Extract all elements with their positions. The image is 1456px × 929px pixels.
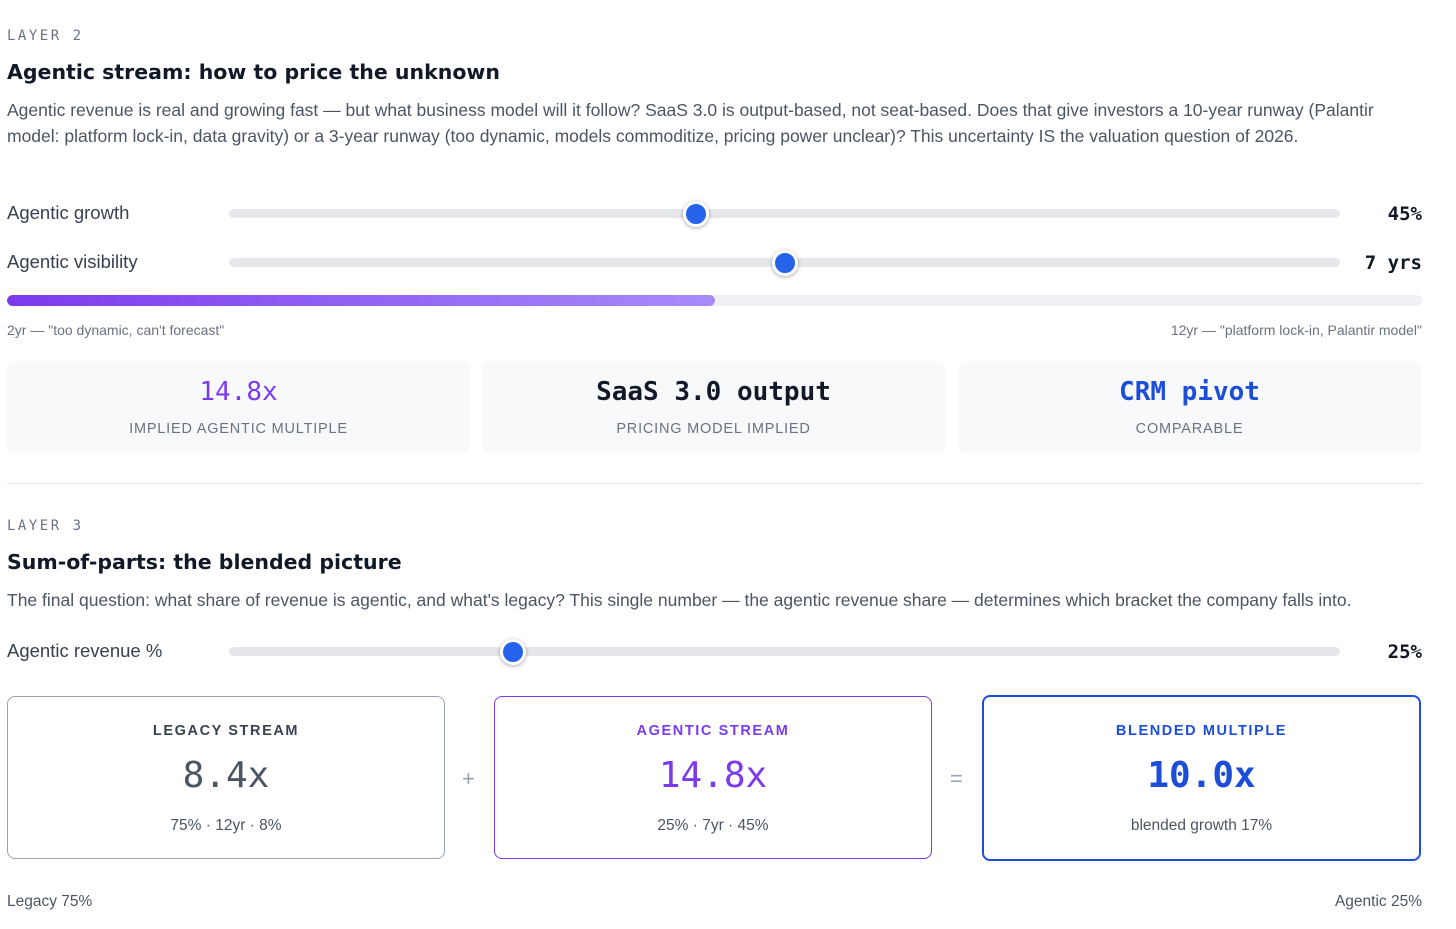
layer3-title: Sum-of-parts: the blended picture xyxy=(7,550,402,574)
legacy-share-note: Legacy 75% xyxy=(7,893,93,910)
layer3-eyebrow: LAYER 3 xyxy=(7,518,84,534)
section-divider xyxy=(7,483,1422,484)
implied-multiple-card: 14.8x IMPLIED AGENTIC MULTIPLE xyxy=(7,361,470,453)
agentic-revenue-slider-thumb[interactable] xyxy=(500,638,527,665)
agentic-visibility-slider-thumb[interactable] xyxy=(771,249,798,276)
blended-multiple-value: 10.0x xyxy=(1147,755,1256,796)
agentic-revenue-value: 25% xyxy=(1387,641,1422,663)
legacy-stream-title: LEGACY STREAM xyxy=(152,723,300,739)
visibility-range-bar xyxy=(7,295,1422,306)
layer2-description: Agentic revenue is real and growing fast… xyxy=(7,100,1374,146)
layer3-description: The final question: what share of revenu… xyxy=(7,590,1352,610)
agentic-revenue-slider[interactable] xyxy=(229,638,1340,665)
blended-multiple-card: BLENDED MULTIPLE 10.0x blended growth 17… xyxy=(982,695,1421,861)
agentic-stream-card: AGENTIC STREAM 14.8x 25% · 7yr · 45% xyxy=(494,696,932,859)
legacy-stream-card: LEGACY STREAM 8.4x 75% · 12yr · 8% xyxy=(7,696,445,859)
comparable-card: CRM pivot COMPARABLE xyxy=(958,361,1421,453)
agentic-visibility-value: 7 yrs xyxy=(1364,252,1422,274)
agentic-growth-label: Agentic growth xyxy=(7,202,130,223)
agentic-visibility-label: Agentic visibility xyxy=(7,251,138,272)
pricing-model-card: SaaS 3.0 output PRICING MODEL IMPLIED xyxy=(482,361,945,453)
pricing-model-label: PRICING MODEL IMPLIED xyxy=(616,421,811,437)
layer2-eyebrow: LAYER 2 xyxy=(7,28,84,44)
comparable-label: COMPARABLE xyxy=(1135,421,1244,437)
agentic-growth-slider[interactable] xyxy=(229,200,1340,227)
agentic-stream-details: 25% · 7yr · 45% xyxy=(657,817,769,834)
implied-multiple-value: 14.8x xyxy=(199,377,278,407)
blended-multiple-title: BLENDED MULTIPLE xyxy=(1115,723,1288,739)
agentic-visibility-slider[interactable] xyxy=(229,249,1340,276)
agentic-stream-title: AGENTIC STREAM xyxy=(636,723,790,739)
plus-operator: + xyxy=(462,766,475,791)
visibility-range-fill xyxy=(7,295,715,306)
legacy-stream-details: 75% · 12yr · 8% xyxy=(170,817,282,834)
comparable-value: CRM pivot xyxy=(1119,377,1260,407)
agentic-revenue-label: Agentic revenue % xyxy=(7,640,163,661)
legacy-stream-value: 8.4x xyxy=(182,755,270,796)
agentic-growth-slider-thumb[interactable] xyxy=(682,200,709,227)
equals-operator: = xyxy=(950,766,963,791)
pricing-model-value: SaaS 3.0 output xyxy=(596,377,831,407)
agentic-share-note: Agentic 25% xyxy=(1334,893,1422,910)
agentic-stream-value: 14.8x xyxy=(658,755,768,796)
layer2-title: Agentic stream: how to price the unknown xyxy=(7,60,500,84)
visibility-max-note: 12yr — "platform lock-in, Palantir model… xyxy=(1170,322,1422,338)
blended-growth-details: blended growth 17% xyxy=(1130,817,1273,834)
implied-multiple-label: IMPLIED AGENTIC MULTIPLE xyxy=(129,421,348,437)
agentic-growth-value: 45% xyxy=(1387,203,1422,225)
visibility-min-note: 2yr — "too dynamic, can't forecast" xyxy=(7,322,225,338)
